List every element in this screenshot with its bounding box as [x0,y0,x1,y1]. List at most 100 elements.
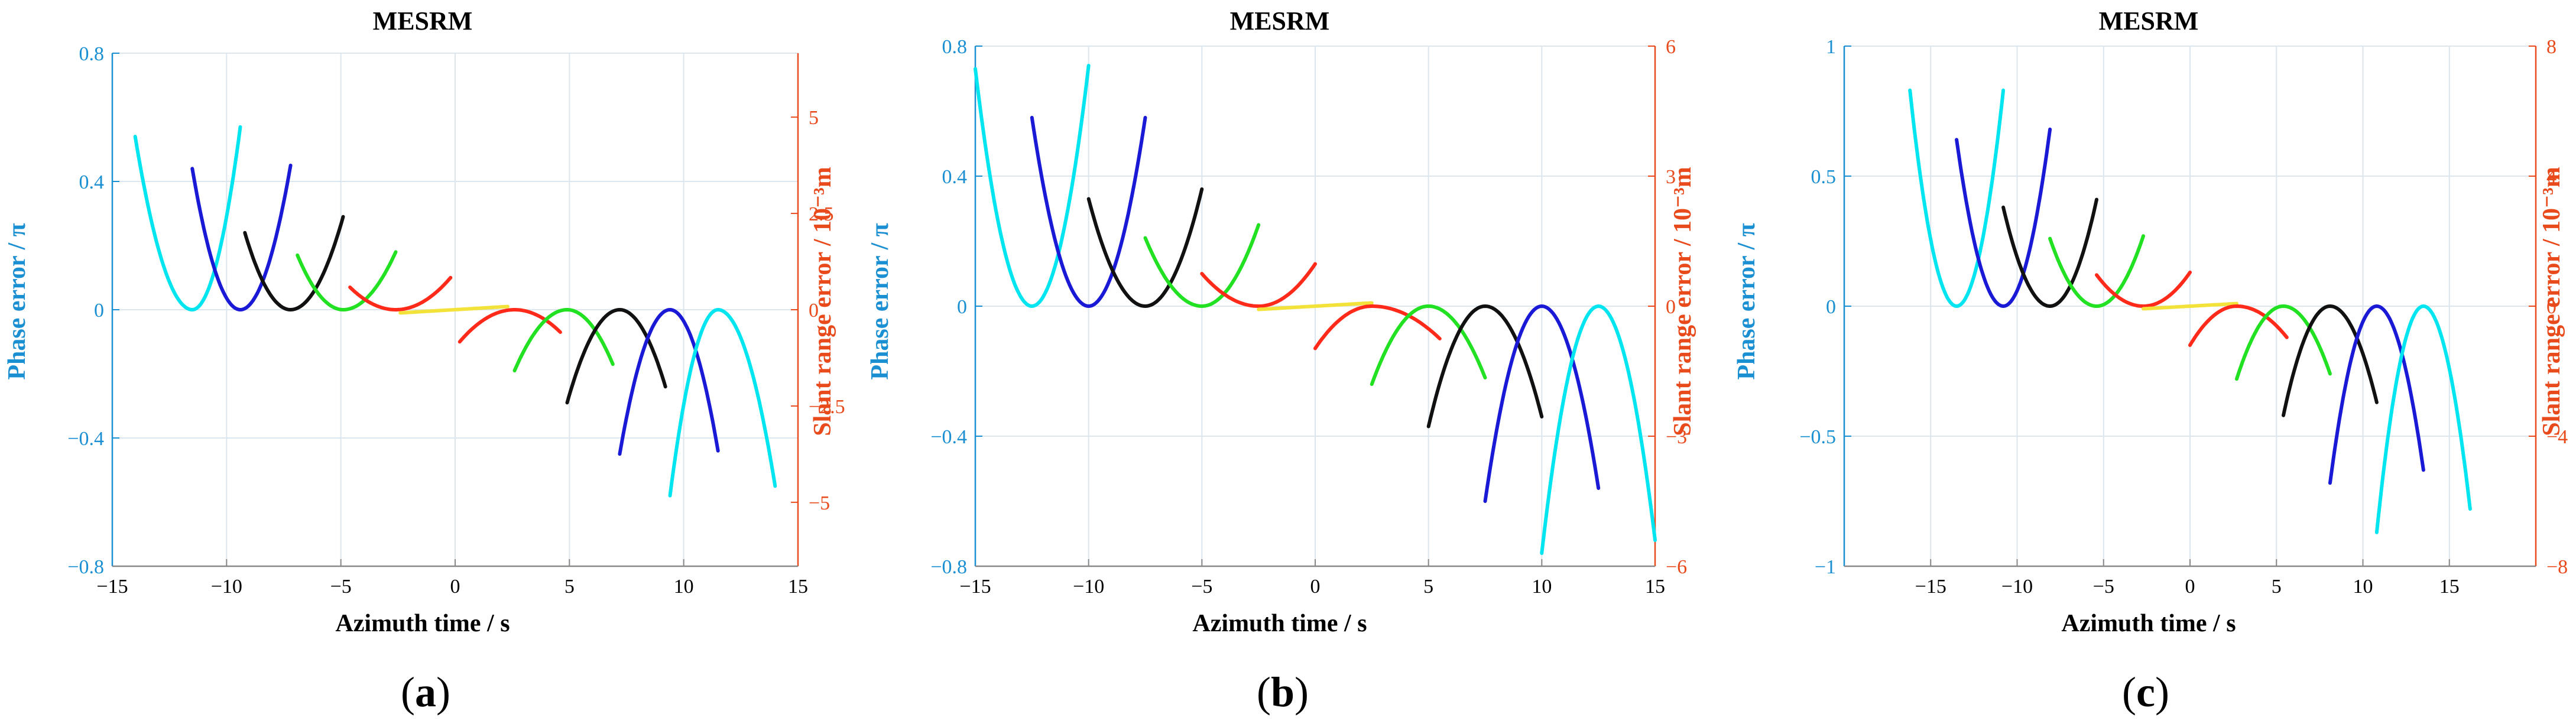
y-tick-label-left: 0 [94,300,104,322]
y-tick-label-left: −1 [1815,556,1836,578]
x-tick-label: −15 [1915,576,1946,598]
x-tick-label: −5 [2093,576,2114,598]
x-tick-label: 10 [2353,576,2373,598]
x-tick-label: −10 [2001,576,2033,598]
x-tick-label: 0 [450,576,460,598]
series-line-green-right [1370,304,1487,386]
series-line-cyan-right [2374,304,2472,534]
series-line-black-left [2001,197,2098,308]
y-tick-label-left: 0 [1826,296,1836,318]
chart-title: MESRM [1230,7,1330,35]
x-tick-label: −10 [1073,576,1104,598]
y-tick-label-left: −0.8 [930,556,967,578]
y-tick-label-left: 0.4 [79,171,105,193]
x-tick-label: 10 [1532,576,1552,598]
x-tick-label: −15 [959,576,991,598]
series-line-green-right [512,308,615,373]
chart-title: MESRM [2099,7,2199,35]
y-axis-label-right: Slant range error / 10⁻³m [809,167,836,436]
series-line-green-left [1143,223,1261,308]
y-tick-label-right: −5 [809,492,830,514]
y-tick-label-left: 0.8 [79,43,105,65]
y-tick-label-right: 8 [2546,36,2556,58]
series-line-cyan-right [668,308,777,498]
series-line-red-right [2188,304,2289,347]
y-tick-label-right: 2.5 [809,203,834,225]
series-line-green-right [2235,304,2332,381]
x-tick-label: 0 [1310,576,1321,598]
y-tick-label-right: 3 [1666,166,1676,188]
series-line-red-left [348,275,453,311]
y-axis-label-right: Slant range error / 10⁻³m [1669,167,1696,436]
y-tick-label-left: 0.4 [942,166,968,188]
y-tick-label-left: 0 [957,296,967,318]
y-tick-label-left: −0.4 [930,426,967,448]
y-tick-label-right: 0 [809,300,819,322]
y-tick-label-left: −0.4 [67,428,104,450]
panel-label: (c) [2122,668,2169,716]
x-tick-label: 15 [788,576,808,598]
x-tick-label: −5 [330,576,352,598]
y-axis-label-left: Phase error / π [867,223,894,379]
y-tick-label-right: −6 [1666,556,1687,578]
series-line-blue-left [190,163,293,311]
series-line-blue-left [1030,116,1147,308]
panel-label: (b) [1257,668,1309,716]
x-tick-label: −10 [211,576,242,598]
series-line-cyan-left [974,64,1091,308]
y-axis-label-left: Phase error / π [4,223,31,379]
x-tick-label: 5 [2272,576,2282,598]
x-tick-label: −5 [1191,576,1212,598]
series-line-black-left [1086,187,1204,308]
series-line-black-right [565,308,667,405]
y-tick-label-right: −3 [1666,426,1687,448]
x-tick-label: 15 [1645,576,1665,598]
chart-svg-c: MESRM Azimuth time / s Phase error / π S… [1733,7,2568,716]
series-line-blue-right [1483,304,1601,503]
x-tick-label: 5 [564,576,575,598]
chart-svg-a: MESRM Azimuth time / s Phase error / π S… [4,7,845,716]
series-line-yellow [2142,301,2238,311]
series-line-green-left [296,250,398,311]
y-tick-label-right: 5 [809,107,819,129]
y-tick-label-right: 0 [1666,296,1676,318]
series-line-blue-right [618,308,720,456]
x-axis-label: Azimuth time / s [1192,610,1367,637]
x-tick-label: 10 [674,576,694,598]
series-line-green-left [2048,234,2145,308]
series-line-black-right [2282,304,2379,417]
series-line-red-left [2095,270,2192,308]
series-line-red-right [458,308,562,344]
x-tick-label: −15 [96,576,128,598]
x-tick-label: 5 [1423,576,1433,598]
y-tick-label-right: −4 [2546,426,2568,448]
series-line-black-right [1426,304,1544,429]
y-tick-label-right: 6 [1666,36,1676,58]
series-line-blue-left [1955,127,2052,308]
series-line-blue-right [2328,304,2425,485]
chart-panel-c: MESRM Azimuth time / s Phase error / π S… [1720,0,2571,727]
y-axis-label-right: Slant range error / 10⁻³m [2538,167,2565,436]
y-tick-label-left: 1 [1826,36,1836,58]
x-tick-label: 0 [2185,576,2195,598]
panel-label: (a) [401,668,450,716]
chart-panel-a: MESRM Azimuth time / s Phase error / π S… [0,0,851,727]
y-tick-label-left: 0.8 [942,36,968,58]
y-tick-label-left: 0.5 [1811,166,1837,188]
x-axis-label: Azimuth time / s [335,610,510,637]
series-line-black-left [243,215,345,311]
y-tick-label-right: −8 [2546,556,2568,578]
y-tick-label-right: 4 [2546,166,2556,188]
series-line-cyan-left [133,125,242,311]
y-tick-label-left: −0.5 [1799,426,1836,448]
chart-title: MESRM [373,7,473,35]
chart-panel-b: MESRM Azimuth time / s Phase error / π S… [857,0,1708,727]
series-line-yellow [1257,301,1374,311]
y-tick-label-left: −0.8 [67,556,104,578]
x-tick-label: 15 [2439,576,2460,598]
series-line-yellow [398,304,510,315]
y-tick-label-right: −2.5 [809,396,845,418]
chart-svg-b: MESRM Azimuth time / s Phase error / π S… [867,7,1696,716]
series-line-cyan-left [1908,88,2006,308]
series-line-red-right [1313,304,1442,350]
